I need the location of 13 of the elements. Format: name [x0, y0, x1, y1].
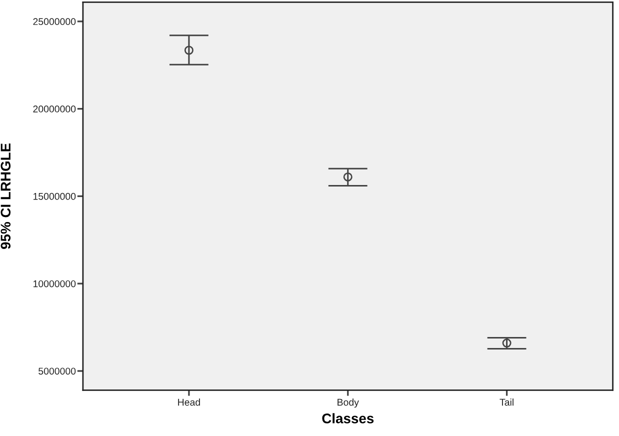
- y-tick-label: 20000000: [33, 106, 76, 112]
- point: [502, 338, 512, 348]
- x-axis-title: Classes: [322, 413, 374, 424]
- x-tick-label: Head: [178, 398, 200, 406]
- point: [343, 172, 352, 182]
- point: [184, 46, 194, 55]
- y-tick-label: 25000000: [33, 18, 76, 26]
- y-axis-title: 95% CI LRHGLE: [0, 143, 11, 249]
- y-tick-label: 5000000: [38, 368, 76, 375]
- x-tick-label: Tail: [500, 398, 514, 406]
- x-tick-label: Body: [338, 398, 359, 408]
- y-tick-label: 15000000: [33, 192, 76, 200]
- y-tick-label: 10000000: [33, 280, 76, 288]
